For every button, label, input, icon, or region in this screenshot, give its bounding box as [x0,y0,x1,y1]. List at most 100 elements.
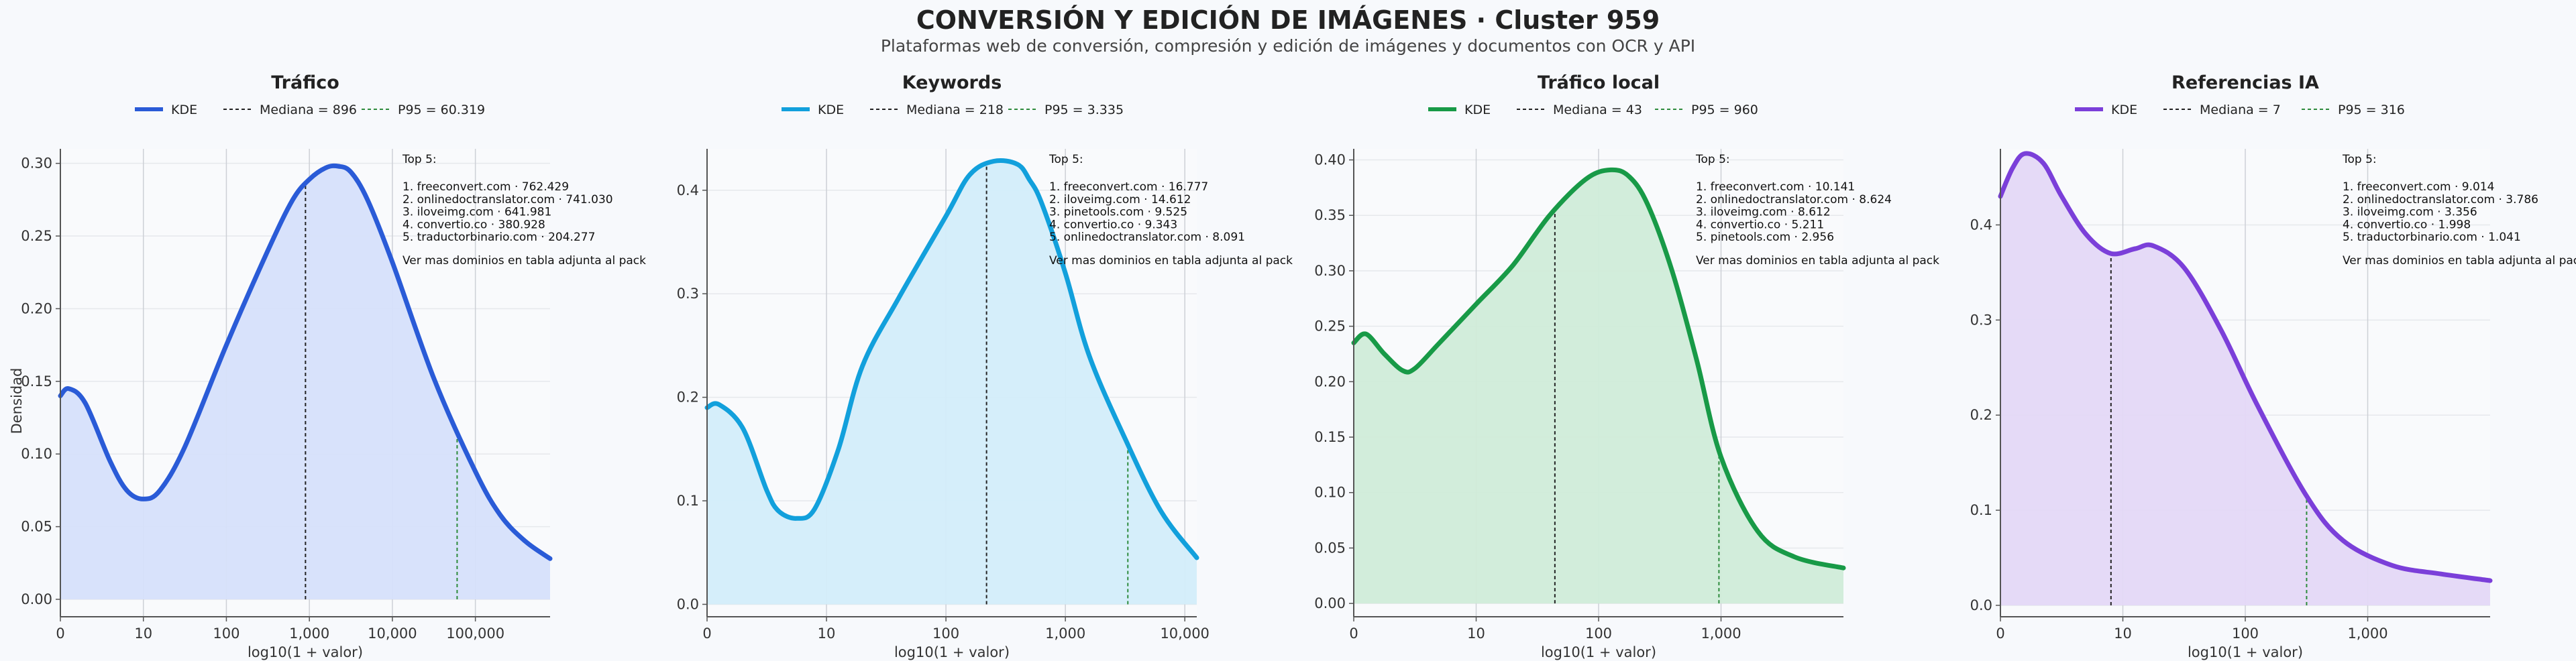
kde-line [58,163,553,561]
kde-line [1998,151,2493,583]
x-tick-label: 0 [702,625,711,642]
top5-item: 4. convertio.co · 5.211 [1696,218,1824,231]
top5-item: 1. freeconvert.com · 9.014 [2343,180,2494,194]
top5-item: 1. freeconvert.com · 10.141 [1696,180,1855,194]
legend-median-label: Mediana = 896 [260,103,357,117]
legend-p95-label: P95 = 960 [1691,103,1758,117]
y-tick-label: 0.15 [21,373,52,389]
top5-item: 2. onlinedoctranslator.com · 741.030 [402,193,613,206]
kde-area [2000,153,2490,605]
kde-area [1354,170,1843,604]
top5-item: 2. onlinedoctranslator.com · 3.786 [2343,193,2538,206]
x-tick-label: 100,000 [446,625,504,642]
x-tick-label: 100 [2232,625,2259,642]
top5-item: 1. freeconvert.com · 16.777 [1049,180,1208,194]
panel-title: Keywords [902,72,1002,93]
top5-title: Top 5: [402,153,437,166]
y-tick-label: 0.1 [677,493,699,509]
top5-item: 3. iloveimg.com · 641.981 [402,206,551,219]
y-tick-label: 0.10 [1314,485,1346,501]
top5-item: 3. pinetools.com · 9.525 [1049,206,1187,219]
legend-median-label: Mediana = 218 [906,103,1004,117]
top5-title: Top 5: [1695,153,1730,166]
legend-p95-label: P95 = 316 [2338,103,2405,117]
top5-item: 5. onlinedoctranslator.com · 8.091 [1049,231,1245,244]
top5-item: 3. iloveimg.com · 8.612 [1696,206,1831,219]
kde-line [704,158,1199,560]
y-tick-label: 0.4 [677,182,699,198]
top5-title: Top 5: [1049,153,1083,166]
x-tick-label: 100 [1585,625,1612,642]
x-tick-label: 0 [1996,625,2004,642]
top5-item: 2. onlinedoctranslator.com · 8.624 [1696,193,1892,206]
x-tick-label: 1,000 [2347,625,2387,642]
legend-kde-label: KDE [2111,103,2137,117]
x-tick-label: 1,000 [1701,625,1741,642]
y-tick-label: 0.2 [677,389,699,406]
y-tick-label: 0.2 [1970,407,1992,423]
top5-item: 5. pinetools.com · 2.956 [1696,231,1834,244]
panel-2: Tráfico local KDE Mediana = 43 P95 = 960 0.0… [1314,72,1939,660]
x-tick-label: 0 [1349,625,1358,642]
top5-footer: Ver mas dominios en tabla adjunta al pac… [402,254,646,267]
x-axis-label: log10(1 + valor) [1541,644,1656,660]
y-tick-label: 0.0 [1970,597,1992,613]
y-tick-label: 0.00 [21,591,52,607]
x-tick-label: 10 [818,625,836,642]
y-tick-label: 0.4 [1970,217,1992,233]
x-tick-label: 10 [134,625,152,642]
panel-3: Referencias IA KDE Mediana = 7 P95 = 316 0.0… [1970,72,2576,660]
y-tick-label: 0.25 [1314,318,1346,335]
top5-item: 1. freeconvert.com · 762.429 [402,180,569,194]
legend-median-label: Mediana = 43 [1553,103,1642,117]
x-tick-label: 10,000 [1160,625,1209,642]
panel-1: Keywords KDE Mediana = 218 P95 = 3.335 0.0 0.… [677,72,1293,660]
kde-area [60,166,550,600]
x-tick-label: 10 [2114,625,2132,642]
kde-area [707,160,1197,605]
page-title: CONVERSIÓN Y EDICIÓN DE IMÁGENES · Clust… [916,5,1660,35]
top5-item: 2. iloveimg.com · 14.612 [1049,193,1191,206]
panel-title: Referencias IA [2171,72,2319,93]
legend-median-label: Mediana = 7 [2200,103,2281,117]
x-axis-label: log10(1 + valor) [894,644,1010,660]
top5-item: 4. convertio.co · 380.928 [402,218,545,231]
y-tick-label: 0.00 [1314,595,1346,611]
y-tick-label: 0.3 [677,286,699,302]
top5-title: Top 5: [2342,153,2377,166]
y-tick-label: 0.3 [1970,312,1992,328]
y-tick-label: 0.0 [677,596,699,612]
y-tick-label: 0.35 [1314,207,1346,223]
top5-item: 4. convertio.co · 1.998 [2343,218,2471,231]
x-axis-label: log10(1 + valor) [2188,644,2303,660]
panel-0: Tráfico KDE Mediana = 896 P95 = 60.319 0.00 0… [21,72,646,660]
top5-footer: Ver mas dominios en tabla adjunta al pac… [1696,254,1939,267]
top5-item: 5. traductorbinario.com · 204.277 [402,231,595,244]
top5-item: 5. traductorbinario.com · 1.041 [2343,231,2521,244]
legend-kde-label: KDE [818,103,844,117]
legend-p95-label: P95 = 60.319 [398,103,485,117]
legend: KDE Mediana = 43 P95 = 960 [1428,103,1758,117]
legend-p95-label: P95 = 3.335 [1044,103,1124,117]
top5-footer: Ver mas dominios en tabla adjunta al pac… [1049,254,1293,267]
x-tick-label: 1,000 [1045,625,1085,642]
y-axis-label: Densidad [9,368,25,434]
y-tick-label: 0.30 [1314,263,1346,279]
y-tick-label: 0.1 [1970,502,1992,518]
top5-footer: Ver mas dominios en tabla adjunta al pac… [2343,254,2576,267]
x-tick-label: 100 [932,625,959,642]
x-tick-label: 0 [56,625,64,642]
legend: KDE Mediana = 7 P95 = 316 [2075,103,2405,117]
legend: KDE Mediana = 218 P95 = 3.335 [782,103,1124,117]
page-subtitle: Plataformas web de conversión, compresió… [881,36,1695,56]
y-tick-label: 0.05 [1314,540,1346,556]
x-tick-label: 10 [1467,625,1485,642]
y-tick-label: 0.10 [21,446,52,462]
x-axis-label: log10(1 + valor) [248,644,363,660]
y-tick-label: 0.15 [1314,429,1346,445]
x-tick-label: 10,000 [368,625,417,642]
